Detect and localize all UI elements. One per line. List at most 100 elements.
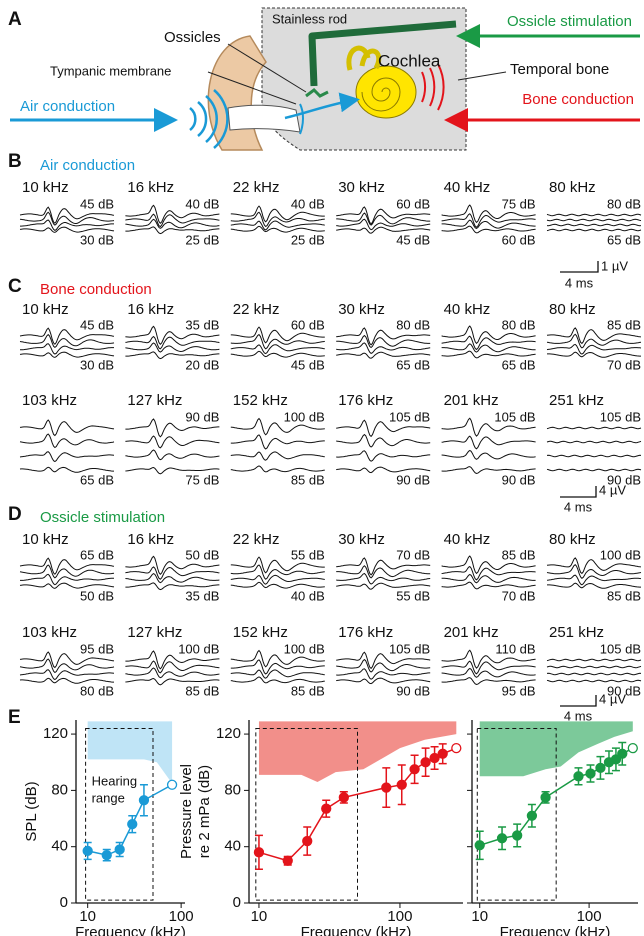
level-label: 65 dB (80, 472, 114, 487)
abr-trace (546, 658, 642, 662)
level-label: 90 dB (502, 472, 536, 487)
y-axis-label: re 2 mPa (dB) (196, 765, 213, 858)
level-label: 60 dB (291, 317, 325, 332)
frequency-label: 10 kHz (22, 301, 69, 318)
level-label: 100 dB (178, 641, 219, 656)
frequency-label: 40 kHz (444, 531, 491, 548)
level-label: 40 dB (291, 588, 325, 603)
data-point (573, 771, 584, 782)
scale-label: 4 ms (565, 275, 594, 290)
abr-trace (20, 343, 114, 355)
frequency-label: 30 kHz (338, 179, 385, 196)
abr-trace (441, 667, 536, 678)
abr-trace (230, 659, 325, 675)
level-label: 80 dB (607, 196, 641, 211)
hearing-range-box (476, 727, 557, 901)
level-label: 110 dB (495, 641, 535, 656)
abr-trace (230, 220, 325, 231)
x-tick-label: 10 (251, 908, 268, 925)
abr-trace (125, 325, 220, 346)
abr-trace (441, 325, 536, 345)
level-label: 50 dB (80, 588, 114, 603)
data-point (253, 847, 265, 858)
frequency-label: 80 kHz (549, 301, 596, 318)
abr-trace (441, 677, 536, 686)
scale-label: 1 µV (601, 258, 628, 273)
abr-trace (19, 451, 115, 463)
level-label: 55 dB (291, 547, 325, 562)
abr-trace (125, 418, 220, 438)
level-label: 105 dB (389, 641, 430, 656)
label: Stainless rod (272, 11, 347, 26)
x-tick-label: 100 (577, 908, 602, 925)
level-label: 30 dB (80, 232, 114, 247)
label: Bone conduction (522, 91, 634, 108)
abr-trace (230, 581, 325, 589)
ear-diagram (10, 7, 640, 151)
abr-trace (336, 433, 431, 448)
leader-line (457, 71, 507, 81)
frequency-label: 30 kHz (338, 531, 385, 548)
abr-trace (19, 351, 115, 358)
abr-trace (547, 351, 641, 358)
abr-trace (19, 651, 115, 669)
abr-trace (336, 582, 431, 590)
frequency-label: 251 kHz (549, 624, 604, 641)
data-point (114, 844, 125, 855)
abr-trace (19, 211, 115, 226)
frequency-label: 22 kHz (233, 179, 280, 196)
abr-trace (125, 660, 220, 674)
abr-trace (336, 334, 431, 349)
abr-trace (336, 450, 431, 462)
level-label: 20 dB (185, 357, 219, 372)
label: Ossicle stimulation (507, 13, 632, 30)
level-label: 45 dB (291, 357, 325, 372)
level-label: 25 dB (291, 232, 325, 247)
level-label: 55 dB (396, 588, 430, 603)
label: Tympanic membrane (50, 63, 171, 78)
data-point (437, 748, 448, 759)
abr-trace (336, 677, 431, 685)
abr-trace (546, 672, 642, 676)
leader-line (227, 43, 307, 93)
abr-trace (336, 557, 431, 576)
abr-trace (125, 435, 220, 449)
abr-trace (125, 466, 220, 475)
level-label: 70 dB (607, 357, 641, 372)
frequency-label: 152 kHz (233, 392, 288, 409)
abr-trace (336, 572, 431, 585)
shaded-region (258, 721, 457, 782)
abr-trace (336, 658, 431, 673)
abr-trace (547, 582, 641, 589)
air-path-arrow (284, 92, 360, 120)
abr-trace (125, 226, 220, 235)
data-point (540, 792, 551, 803)
abr-trace (230, 669, 325, 679)
shaded-region (87, 721, 173, 784)
tympanic-membrane (299, 103, 304, 135)
abr-trace (546, 440, 642, 444)
level-label: 35 dB (185, 588, 219, 603)
level-label: 75 dB (185, 472, 219, 487)
bone-waves (421, 63, 445, 111)
abr-trace (546, 468, 642, 472)
abr-trace (20, 219, 114, 231)
abr-trace (19, 206, 115, 224)
level-label: 90 dB (185, 409, 219, 424)
abr-trace (19, 582, 115, 589)
level-label: 85 dB (607, 317, 641, 332)
abr-trace (19, 226, 115, 233)
level-label: 85 dB (607, 588, 641, 603)
data-point (512, 830, 523, 841)
abr-trace (546, 333, 642, 349)
panel-title: Ossicle stimulation (40, 509, 165, 526)
frequency-label: 127 kHz (127, 624, 182, 641)
x-axis-label: Frequency (kHz) (301, 924, 412, 936)
level-label: 95 dB (502, 683, 536, 698)
frequency-label: 10 kHz (22, 179, 69, 196)
frequency-label: 80 kHz (549, 179, 596, 196)
data-point (82, 845, 93, 857)
data-point (101, 849, 112, 861)
frequency-label: 16 kHz (127, 531, 174, 548)
abr-trace (20, 573, 115, 586)
